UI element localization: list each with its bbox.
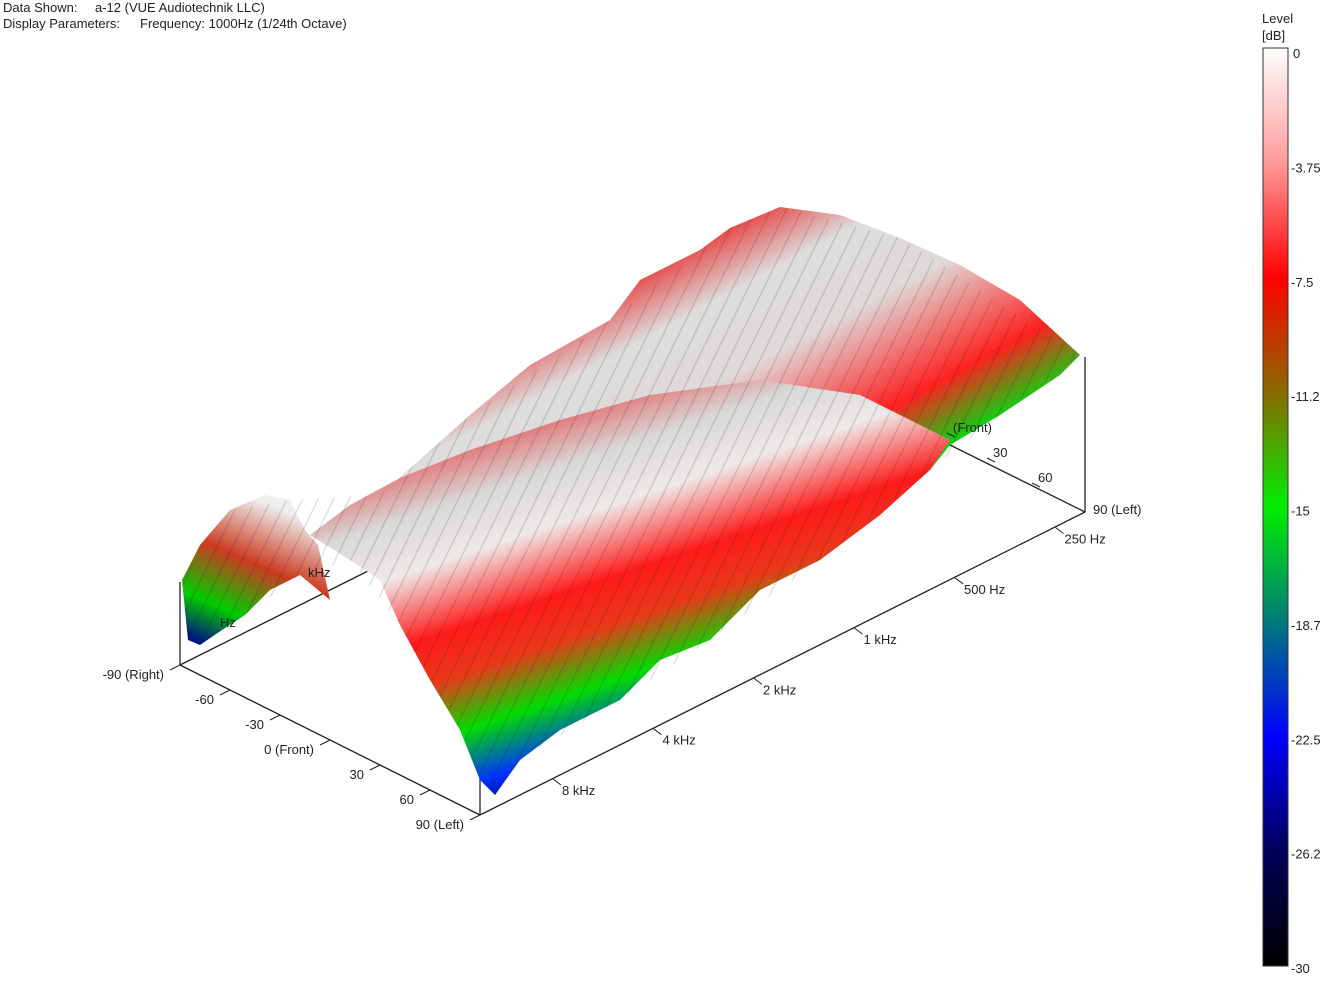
colorbar-tick-label: -18.7 <box>1291 618 1321 633</box>
colorbar-tick-label: 0 <box>1293 46 1300 61</box>
frequency-tick-mark <box>954 577 964 585</box>
hidden-hz-label: Hz <box>220 615 236 630</box>
angle-tick-mark <box>219 689 231 696</box>
frequency-tick-label: 1 kHz <box>864 632 897 647</box>
colorbar-tick-label: -15 <box>1291 504 1310 519</box>
display-params-line: Display Parameters: Frequency: 1000Hz (1/… <box>3 16 347 32</box>
display-params-value: Frequency: 1000Hz (1/24th Octave) <box>140 16 347 31</box>
directivity-surface <box>182 207 1080 795</box>
angle-axis-back <box>939 439 1086 513</box>
colorbar-ticks: 0 -3.75 -7.5 -11.2 -15 -18.7 -22.5 -26.2 -30 <box>1291 46 1321 976</box>
angle-tick-mark <box>419 789 431 796</box>
back-angle-tick-mark <box>986 457 996 463</box>
data-shown-value: a-12 (VUE Audiotechnik LLC) <box>95 0 265 15</box>
back-angle-tick-label: 30 <box>993 445 1007 460</box>
frequency-tick-mark <box>854 627 863 635</box>
angle-tick-mark <box>169 664 181 671</box>
angle-tick-label: 0 (Front) <box>264 742 314 757</box>
colorbar <box>1262 47 1289 967</box>
colorbar-tick-label: -22.5 <box>1291 732 1321 747</box>
colorbar-unit: [dB] <box>1262 28 1286 43</box>
colorbar-title: Level <box>1262 11 1294 26</box>
frequency-tick-mark <box>653 728 662 736</box>
back-angle-axis-ticks: (Front)30 60 90 (Left) <box>946 420 1141 517</box>
display-params-label: Display Parameters: <box>3 16 121 31</box>
angle-tick-mark <box>469 814 481 821</box>
frequency-tick-label: 500 Hz <box>964 582 1005 597</box>
data-shown-line: Data Shown: a-12 (VUE Audiotechnik LLC) <box>3 0 265 16</box>
back-angle-tick-label: 60 <box>1038 470 1052 485</box>
frequency-tick-mark <box>552 778 562 786</box>
back-angle-tick-label: (Front) <box>953 420 992 435</box>
colorbar-tick-label: -30 <box>1291 961 1310 976</box>
angle-tick-label: -60 <box>195 692 214 707</box>
angle-tick-label: 60 <box>400 792 414 807</box>
back-angle-tick-mark <box>1031 482 1041 488</box>
frequency-tick-label: 2 kHz <box>763 682 796 697</box>
frequency-tick-label: 4 kHz <box>663 733 696 748</box>
frequency-axis <box>479 511 1086 816</box>
back-angle-tick-mark <box>946 432 956 438</box>
colorbar-tick-label: -3.75 <box>1291 160 1321 175</box>
colorbar-tick-label: -11.2 <box>1291 389 1320 404</box>
frequency-tick-label: 8 kHz <box>562 783 595 798</box>
angle-tick-label: -30 <box>245 717 264 732</box>
data-shown-label: Data Shown: <box>3 0 78 15</box>
angle-tick-mark <box>319 739 331 746</box>
frequency-tick-mark <box>753 678 763 685</box>
back-angle-tick-label: 90 (Left) <box>1093 502 1141 517</box>
frequency-tick-mark <box>1055 527 1064 534</box>
angle-tick-mark <box>369 764 381 771</box>
angle-tick-label: 90 (Left) <box>416 817 464 832</box>
hidden-khz-label: kHz <box>308 565 330 580</box>
frequency-axis-back <box>179 564 381 666</box>
colorbar-tick-label: -7.5 <box>1291 275 1313 290</box>
angle-tick-label: 30 <box>350 767 364 782</box>
frequency-axis-ticks: 8 kHz 4 kHz 2 kHz 1 kHz 500 Hz 250 Hz <box>552 527 1106 798</box>
frequency-tick-label: 250 Hz <box>1065 532 1106 547</box>
colorbar-tick-label: -26.2 <box>1291 847 1321 862</box>
angle-tick-mark <box>269 714 281 721</box>
angle-tick-label: -90 (Right) <box>103 667 164 682</box>
